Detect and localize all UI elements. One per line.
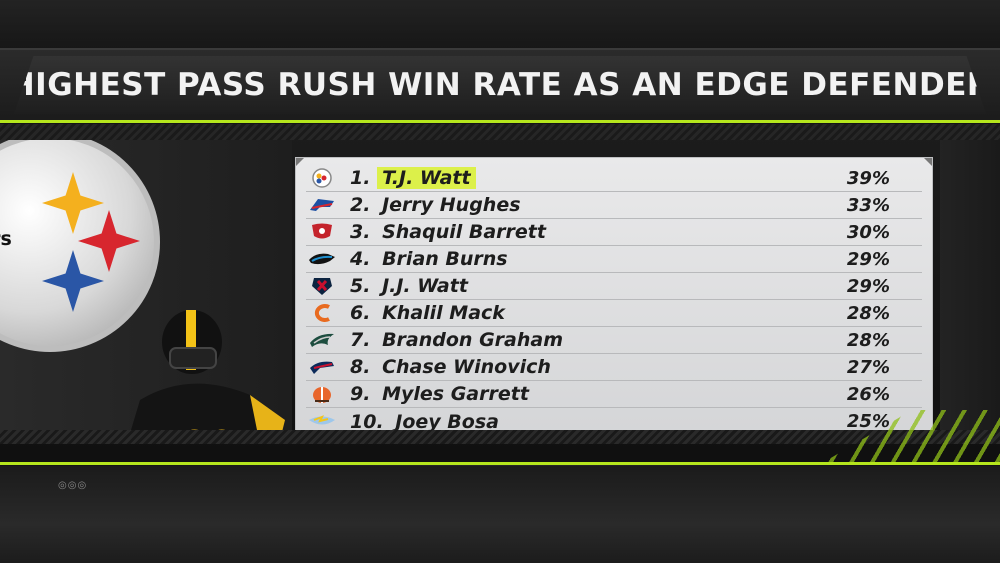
win-rate: 29% <box>846 275 890 297</box>
ranking-row-4: 4. Brian Burns 29% <box>306 246 922 273</box>
floor <box>0 466 1000 563</box>
player-name: Joey Bosa <box>395 410 499 433</box>
chargers-icon <box>308 412 336 432</box>
player-name: Brian Burns <box>382 248 508 270</box>
win-rate: 27% <box>846 356 890 378</box>
logo-wordmark: eelers <box>0 228 12 250</box>
win-rate: 30% <box>846 221 890 243</box>
team-panel: eelers 90 <box>0 140 292 430</box>
bears-icon <box>308 303 336 323</box>
stripe-top <box>0 124 1000 140</box>
win-rate: 29% <box>846 248 890 270</box>
jersey-number: 90 <box>182 423 235 430</box>
hypocycloid-yellow <box>42 172 104 234</box>
hypocycloid-red <box>78 210 140 272</box>
player-name: Jerry Hughes <box>382 194 521 216</box>
hypocycloid-blue <box>42 250 104 312</box>
ranking-row-3: 3. Shaquil Barrett 30% <box>306 219 922 246</box>
win-rate: 25% <box>846 411 890 432</box>
ranking-row-1: 1. T.J. Watt 39% <box>306 165 922 192</box>
accent-line-top <box>0 120 1000 123</box>
top-band <box>0 0 1000 48</box>
win-rate: 39% <box>846 167 890 189</box>
player-name: Chase Winovich <box>382 356 551 378</box>
ranking-row-9: 9. Myles Garrett 26% <box>306 381 922 408</box>
ranking-row-7: 7. Brandon Graham 28% <box>306 327 922 354</box>
page-title: HIGHEST PASS RUSH WIN RATE AS AN EDGE DE… <box>8 67 992 103</box>
texans-icon <box>308 276 336 296</box>
win-rate: 26% <box>846 383 890 405</box>
dots-icon: ◎◎◎ <box>58 480 88 491</box>
player-name: Myles Garrett <box>382 383 529 405</box>
title-plate: HIGHEST PASS RUSH WIN RATE AS AN EDGE DE… <box>14 56 986 114</box>
browns-icon <box>308 384 336 404</box>
player-name: Khalil Mack <box>382 302 505 324</box>
player-name: J.J. Watt <box>382 275 468 297</box>
player-name: Shaquil Barrett <box>382 221 546 243</box>
player-name: Brandon Graham <box>382 329 564 351</box>
eagles-icon <box>308 330 336 350</box>
player-photo: 90 <box>131 310 285 430</box>
panthers-icon <box>308 249 336 269</box>
steelers-icon <box>308 168 336 188</box>
buccaneers-icon <box>308 222 336 242</box>
bills-icon <box>308 195 336 215</box>
accent-line-bottom <box>0 462 1000 465</box>
ranking-row-2: 2. Jerry Hughes 33% <box>306 192 922 219</box>
win-rate: 28% <box>846 302 890 324</box>
ranking-row-8: 8. Chase Winovich 27% <box>306 354 922 381</box>
ranking-row-5: 5. J.J. Watt 29% <box>306 273 922 300</box>
stripe-bottom <box>0 430 1000 444</box>
rankings-panel: 1. T.J. Watt 39% 2. Jerry Hughes 33% 3. … <box>295 157 933 444</box>
right-edge <box>940 140 1000 430</box>
player-name: T.J. Watt <box>377 167 476 189</box>
ranking-row-10: 10. Joey Bosa 25% <box>306 408 922 435</box>
win-rate: 33% <box>846 194 890 216</box>
ranking-row-6: 6. Khalil Mack 28% <box>306 300 922 327</box>
patriots-icon <box>308 357 336 377</box>
win-rate: 28% <box>846 329 890 351</box>
